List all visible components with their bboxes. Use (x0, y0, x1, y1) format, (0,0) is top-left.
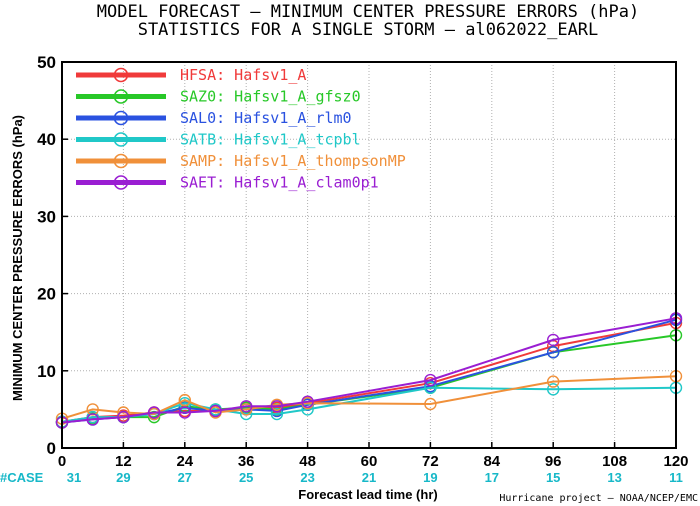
series-line (61, 334, 677, 424)
case-count: 27 (178, 470, 192, 485)
data-point (86, 403, 99, 416)
case-count: 31 (67, 470, 81, 485)
legend-label: SATB: Hafsv1_A_tcpbl (180, 131, 361, 149)
x-tick-label: 0 (58, 453, 66, 470)
data-point (270, 400, 284, 413)
data-point (270, 407, 284, 421)
x-tick-label: 60 (361, 453, 378, 470)
data-point (424, 373, 437, 387)
legend-label: SAZ0: Hafsv1_A_gfsz0 (180, 88, 361, 106)
legend-label: SAMP: Hafsv1_A_thompsonMP (180, 152, 406, 170)
data-point (147, 406, 161, 419)
case-counts: 31 29 27 25 23 21 19 17 15 13 11 (67, 470, 683, 485)
data-point (117, 410, 130, 424)
data-point (239, 400, 253, 413)
y-tick-label: 20 (37, 285, 56, 304)
series-5 (55, 312, 683, 429)
y-tick-label: 30 (37, 207, 56, 226)
x-tick-label: 12 (115, 453, 132, 470)
x-tick-label: 84 (483, 453, 500, 470)
case-count: 19 (423, 470, 437, 485)
legend-marker (113, 89, 129, 104)
case-count: 11 (669, 470, 683, 485)
y-axis-label: MINIMUM CENTER PRESSURE ERRORS (hPa) (10, 115, 25, 401)
data-point (547, 383, 560, 396)
legend-marker (113, 110, 129, 126)
legend-marker (113, 67, 129, 83)
case-count: 21 (362, 470, 376, 485)
legend-label: HFSA: Hafsv1_A (180, 66, 306, 84)
x-tick-label: 108 (602, 453, 627, 470)
y-tick-label: 50 (37, 53, 56, 72)
x-tick-label: 24 (176, 453, 193, 470)
data-point (86, 413, 99, 426)
data-point (178, 406, 192, 419)
data-point (178, 393, 192, 407)
chart-subtitle: STATISTICS FOR A SINGLE STORM – al062022… (138, 20, 599, 40)
case-label: #CASE (0, 470, 44, 485)
chart-title: MODEL FORECAST – MINIMUM CENTER PRESSURE… (97, 2, 639, 22)
y-tick-label: 0 (47, 439, 56, 458)
data-point (209, 404, 222, 418)
legend: HFSA: Hafsv1_A SAZ0: Hafsv1_A_gfsz0 SAL0: … (76, 66, 406, 192)
legend-marker (113, 175, 129, 190)
data-point (547, 346, 560, 359)
case-count: 23 (300, 470, 314, 485)
legend-label: SAL0: Hafsv1_A_rlm0 (180, 109, 352, 127)
series-layer (55, 312, 683, 429)
data-point (424, 397, 437, 411)
case-count: 15 (546, 470, 560, 485)
data-point (547, 375, 560, 388)
y-tick-label: 40 (37, 130, 56, 149)
legend-label: SAET: Hafsv1_A_clam0p1 (180, 174, 379, 192)
x-tick-label: 36 (238, 453, 255, 470)
x-tick-label: 120 (663, 453, 688, 470)
x-tick-label: 72 (422, 453, 439, 470)
y-tick-label: 10 (37, 362, 56, 381)
x-axis-label: Forecast lead time (hr) (298, 487, 437, 502)
data-point (547, 333, 560, 347)
case-count: 25 (239, 470, 253, 485)
legend-marker (113, 132, 129, 147)
x-tick-label: 48 (299, 453, 316, 470)
ticks: 0 10 20 30 40 50 0 12 24 36 48 60 72 84 96 108 120 (37, 53, 688, 470)
case-count: 13 (607, 470, 621, 485)
legend-marker (113, 153, 129, 169)
credit: Hurricane project – NOAA/NCEP/EMC (499, 493, 698, 504)
case-count: 29 (116, 470, 130, 485)
data-point (424, 381, 437, 394)
data-point (301, 395, 314, 408)
case-count: 17 (485, 470, 499, 485)
data-point (239, 403, 253, 416)
x-tick-label: 96 (545, 453, 562, 470)
